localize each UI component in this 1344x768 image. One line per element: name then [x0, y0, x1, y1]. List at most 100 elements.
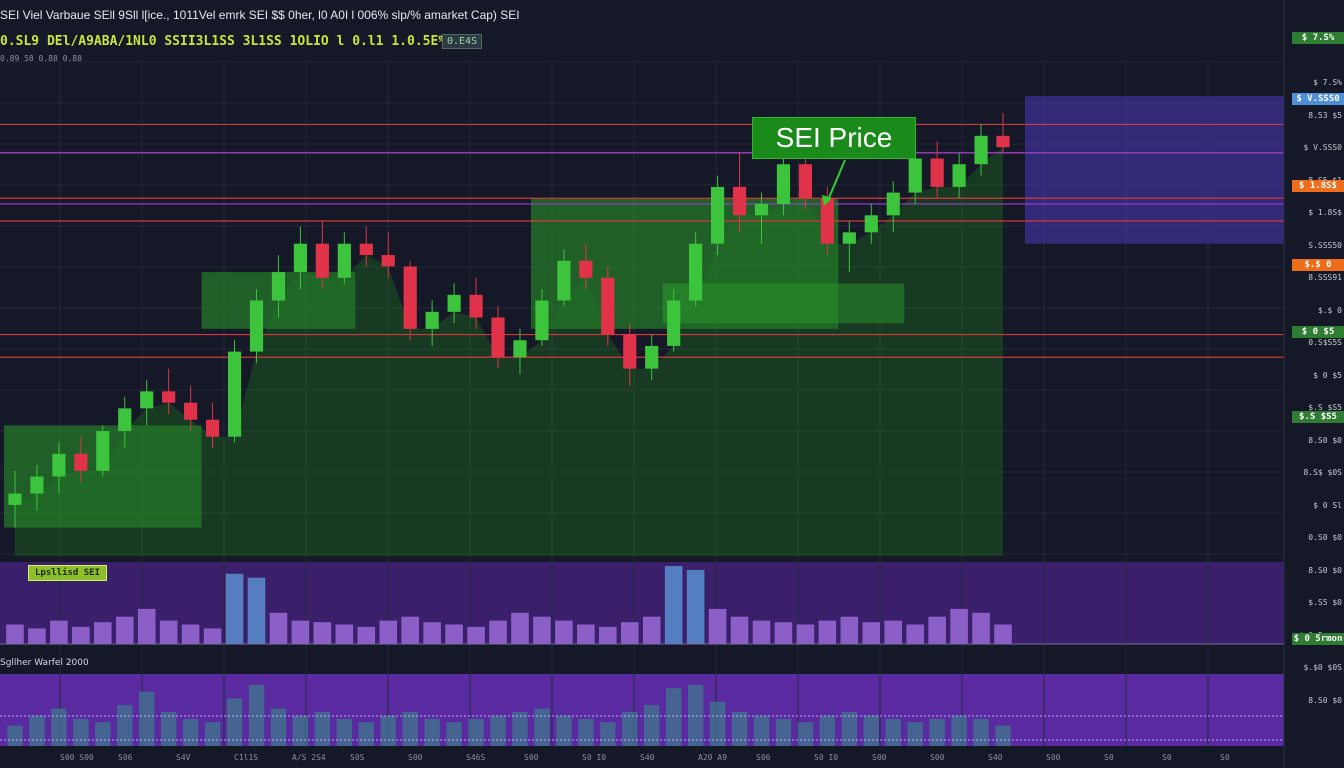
- oscillator-bar: [139, 691, 155, 746]
- ticker-readout: 0.SL9 DEl/A9ABA/1NL0 SSII3L1SS 3L1SS 1OL…: [0, 34, 447, 49]
- candle-body: [491, 317, 505, 358]
- volume-bar: [796, 624, 815, 644]
- price-axis-tag[interactable]: $.$ 0: [1292, 259, 1344, 271]
- ticker-badge[interactable]: 0.E4S: [442, 34, 483, 49]
- candle-body: [754, 203, 769, 216]
- price-axis-tag[interactable]: $.S $S5: [1292, 411, 1344, 423]
- price-axis-tag[interactable]: $ 1.8S$: [1292, 180, 1344, 192]
- oscillator-bar: [117, 705, 133, 746]
- candle-body: [8, 493, 22, 505]
- time-axis-label: S00 S00: [60, 753, 94, 762]
- candle-body: [732, 186, 747, 216]
- oscillator-bar: [336, 718, 353, 746]
- oscillator-bar: [578, 718, 594, 746]
- oscillator-bar: [775, 718, 792, 746]
- volume-bar: [862, 622, 881, 644]
- time-axis-label: S0 I0: [814, 753, 839, 762]
- time-axis-label: A20 A9: [698, 753, 727, 762]
- volume-bar: [467, 626, 485, 644]
- volume-bar: [642, 616, 661, 644]
- candle-body: [974, 135, 988, 165]
- oscillator-bar: [270, 708, 287, 746]
- price-axis-label: 8.S0 $0: [1308, 435, 1342, 445]
- candle-body: [513, 340, 527, 358]
- oscillator-bar: [490, 715, 506, 746]
- candle-body: [469, 294, 483, 318]
- price-axis-label: 8.S$ $0S: [1303, 468, 1342, 477]
- volume-bar: [335, 624, 354, 644]
- oscillator-bar: [951, 715, 967, 746]
- volume-bar: [752, 620, 771, 644]
- oscillator-bar: [929, 718, 945, 746]
- oscillator-bar: [973, 718, 989, 746]
- price-axis-label: $ 1.8S$: [1308, 208, 1342, 217]
- volume-bar: [445, 624, 463, 644]
- time-axis-label: S06: [756, 753, 771, 762]
- candle-body: [74, 453, 88, 471]
- volume-bar: [774, 622, 793, 644]
- candle-body: [952, 164, 966, 187]
- price-axis-label: 8.SSS91: [1308, 273, 1342, 282]
- lower-panel-label: Sgllher Warfel 2000: [0, 658, 89, 668]
- candle-body: [140, 391, 154, 409]
- time-axis-label: S0: [1104, 753, 1114, 762]
- volume-bar: [906, 624, 924, 644]
- time-axis-label: S46S: [466, 753, 486, 762]
- price-axis-label: $.$ 0: [1317, 305, 1342, 315]
- oscillator-bar: [402, 712, 418, 746]
- price-axis-label: 8.S0 $0: [1308, 565, 1342, 575]
- candle-body: [293, 243, 307, 273]
- candle-body: [689, 243, 703, 301]
- oscillator-bar: [160, 712, 177, 746]
- oscillator-bar: [424, 718, 440, 746]
- time-axis-label: S0 I0: [582, 753, 607, 762]
- oscillator-bar: [204, 722, 221, 746]
- time-axis-label: S00: [408, 753, 423, 762]
- time-axis-label: S40: [988, 753, 1003, 762]
- volume-bar: [423, 622, 441, 644]
- price-axis-tag[interactable]: $ 7.S%: [1292, 32, 1344, 44]
- candle-body: [337, 243, 351, 278]
- volume-bar: [313, 622, 332, 644]
- oscillator-bar: [182, 718, 199, 746]
- ticker-subtitle: 0.89 58 0.88 0.88: [0, 54, 82, 63]
- oscillator-bar: [731, 712, 748, 746]
- price-axis-label: $ V.SSS0: [1303, 143, 1342, 152]
- volume-bar: [137, 608, 156, 644]
- price-axis-tag[interactable]: $ 0 $5: [1292, 326, 1344, 338]
- volume-bar: [379, 620, 398, 644]
- oscillator-bar: [29, 715, 45, 746]
- time-axis-label: S00: [1046, 753, 1061, 762]
- volume-bar: [28, 628, 46, 644]
- candle-body: [798, 164, 812, 199]
- volume-panel-label: Lpsllisd SEI: [28, 565, 108, 581]
- volume-bar: [511, 612, 529, 644]
- oscillator-bar: [226, 698, 243, 746]
- candle-body: [96, 431, 110, 471]
- price-area-fill: [14, 147, 1004, 556]
- candle-body: [908, 158, 922, 193]
- oscillator-bar: [841, 712, 858, 746]
- volume-bar: [708, 608, 727, 644]
- candle-body: [601, 277, 615, 335]
- candle-body: [820, 198, 834, 244]
- price-axis-label: 0.S$S5S: [1308, 338, 1342, 347]
- candle-body: [864, 215, 878, 233]
- candle-body: [842, 232, 856, 244]
- volume-bar: [72, 626, 90, 644]
- annotation-arrowhead: [822, 195, 832, 206]
- time-axis-label: S00: [524, 753, 539, 762]
- volume-bar: [401, 616, 419, 644]
- price-axis-label: $ 0 $5: [1313, 370, 1342, 380]
- volume-bar: [664, 566, 683, 644]
- candle-body: [30, 476, 44, 494]
- price-annotation-label[interactable]: SEI Price: [752, 117, 916, 159]
- oscillator-bar: [95, 722, 111, 746]
- price-axis-tag[interactable]: $ V.SSS0: [1292, 93, 1344, 105]
- oscillator-bar: [468, 718, 484, 746]
- price-axis-tag[interactable]: $ 0 5rmon: [1292, 633, 1344, 645]
- volume-bar: [884, 620, 903, 644]
- volume-bar: [730, 616, 749, 644]
